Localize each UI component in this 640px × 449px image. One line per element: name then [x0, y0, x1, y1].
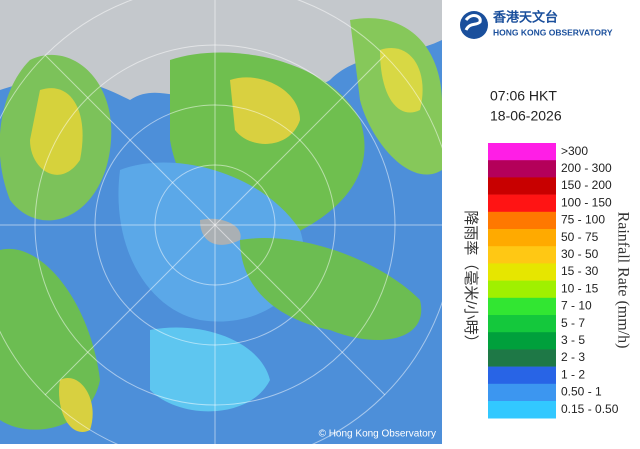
legend-label: 0.50 - 1 [561, 385, 602, 399]
legend-label: 1 - 2 [561, 367, 585, 381]
legend-label: 15 - 30 [561, 264, 599, 278]
legend-swatch [488, 280, 556, 299]
copyright: © Hong Kong Observatory [319, 429, 436, 440]
legend-label: 2 - 3 [561, 350, 585, 364]
time: 07:06 HKT [490, 88, 557, 104]
legend-swatch [488, 383, 556, 402]
legend-swatch [488, 143, 556, 161]
legend-label: 50 - 75 [561, 230, 599, 244]
date: 18-06-2026 [490, 108, 562, 124]
legend-label: 200 - 300 [561, 161, 612, 175]
legend-swatch [488, 211, 556, 230]
legend-label: 7 - 10 [561, 299, 592, 313]
legend-swatch [488, 263, 556, 281]
legend-swatch [488, 366, 556, 385]
logo-name-en: HONG KONG OBSERVATORY [493, 27, 613, 37]
logo-name-zh: 香港天文台 [492, 9, 558, 24]
legend-swatch [488, 194, 556, 213]
legend-swatch [488, 315, 556, 333]
legend-label: 75 - 100 [561, 213, 605, 227]
legend-label: 150 - 200 [561, 178, 612, 192]
legend-swatch [488, 332, 556, 350]
legend-label: 10 - 15 [561, 281, 599, 295]
legend-label: 100 - 150 [561, 195, 612, 209]
legend-title-en: Rainfall Rate (mm/h) [614, 212, 631, 349]
radar-map: © Hong Kong Observatory [0, 0, 442, 444]
legend: >300 200 - 300 150 - 200 100 - 150 75 - 100 5… [488, 143, 619, 419]
legend-swatch [488, 246, 556, 264]
legend-swatch [488, 349, 556, 367]
legend-swatch [488, 401, 556, 419]
legend-label: 5 - 7 [561, 316, 585, 330]
legend-swatch [488, 297, 556, 316]
legend-label: 0.15 - 0.50 [561, 402, 619, 416]
legend-label: >300 [561, 144, 588, 158]
legend-swatch [488, 229, 556, 247]
legend-label: 3 - 5 [561, 333, 585, 347]
legend-swatch [488, 160, 556, 178]
logo: 香港天文台 HONG KONG OBSERVATORY [460, 9, 613, 39]
legend-swatch [488, 177, 556, 195]
legend-label: 30 - 50 [561, 247, 599, 261]
legend-title-zh: 降雨率（毫米/小時） [462, 210, 480, 349]
